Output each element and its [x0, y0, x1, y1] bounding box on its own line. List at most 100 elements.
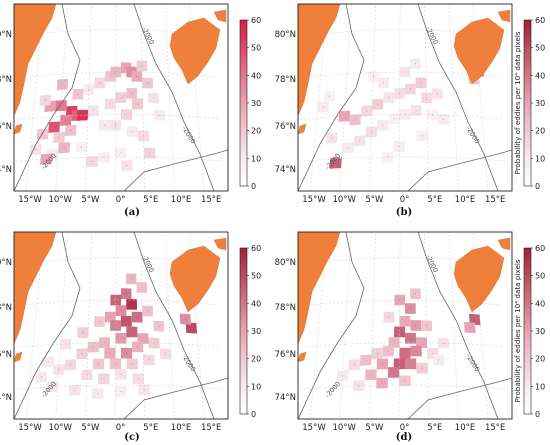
colorbar-tick-label: 10 — [251, 382, 261, 391]
graticule-parallel — [25, 257, 212, 264]
eddy-dot — [415, 325, 417, 327]
eddy-dot — [359, 140, 361, 142]
eddy-dot — [120, 373, 122, 375]
eddy-dot — [474, 319, 476, 320]
eddy-dot — [131, 363, 133, 365]
colorbar-tick-label: 40 — [535, 71, 545, 80]
lat-tick-label: 76°N — [275, 350, 296, 360]
graticule-parallel — [309, 257, 496, 264]
eddy-dot — [53, 126, 55, 128]
eddy-dot — [347, 147, 349, 149]
bathymetry-contour — [298, 4, 365, 191]
eddy-dot — [420, 82, 422, 84]
eddy-dot — [399, 299, 401, 301]
eddy-dot — [69, 364, 71, 366]
eddy-dot — [109, 352, 111, 354]
eddy-dot — [409, 88, 411, 90]
coastal-island — [298, 351, 307, 363]
eddy-dot — [366, 110, 368, 112]
graticule-parallel — [16, 342, 221, 348]
eddy-dot — [382, 363, 383, 365]
lat-tick-label: 80°N — [275, 30, 296, 40]
lon-tick-label: 10°E — [455, 195, 475, 205]
panel-label: (d) — [396, 432, 412, 443]
eddy-dot — [148, 359, 150, 361]
eddy-dot — [70, 130, 72, 131]
eddy-dot — [421, 367, 423, 369]
eddy-dot — [120, 337, 122, 339]
eddy-dot — [137, 346, 139, 348]
colorbar — [239, 247, 248, 415]
greenland-landmass — [14, 4, 57, 117]
map-area: -2000-2000-2000 — [298, 232, 512, 419]
eddy-dot — [184, 318, 186, 320]
eddy-dot — [372, 76, 374, 78]
bathymetry-contour — [123, 377, 228, 419]
eddy-dot — [91, 161, 93, 163]
colorbar-tick-label: 10 — [251, 154, 261, 163]
lat-tick-label: 74°N — [275, 165, 296, 175]
lon-tick-label: 5°E — [143, 195, 158, 205]
eddy-dot — [99, 321, 100, 322]
svalbard-island — [213, 9, 227, 23]
coastal-island — [14, 351, 23, 363]
bathymetry-contour — [133, 4, 215, 191]
lat-tick-label: 78°N — [275, 303, 296, 313]
lon-tick-label: 0° — [400, 195, 410, 205]
eddy-dot — [143, 389, 145, 390]
bathymetry-contour — [417, 4, 499, 191]
eddy-dot — [103, 378, 105, 380]
eddy-dot — [49, 105, 51, 107]
eddy-dot — [136, 316, 138, 318]
eddy-dot — [381, 382, 383, 384]
eddy-dot — [126, 114, 127, 115]
eddy-dot — [136, 75, 138, 77]
graticule-parallel — [20, 299, 216, 306]
bathymetry-contour — [123, 149, 228, 191]
eddy-dot — [399, 331, 401, 333]
eddy-dot — [82, 114, 83, 116]
eddy-dot — [125, 293, 127, 295]
map-area: -2000-2000-2000 — [298, 4, 512, 191]
svalbard-landmass — [169, 17, 221, 85]
bathymetry-contour — [407, 149, 512, 191]
eddy-dot — [376, 353, 378, 354]
greenland-landmass — [298, 232, 341, 345]
lon-tick-label: 10°W — [48, 195, 72, 205]
colorbar-tick-label: 50 — [535, 44, 545, 53]
lat-tick-label: 76°N — [0, 350, 12, 360]
lon-tick-label: 5°W — [365, 195, 384, 205]
lon-tick-label: 0° — [400, 423, 410, 433]
colorbar-tick-label: 20 — [251, 127, 261, 136]
graticule-parallel — [300, 114, 505, 120]
lat-tick-label: 80°N — [275, 258, 296, 268]
bathymetry-contour — [133, 232, 215, 419]
eddy-dot — [190, 327, 192, 329]
lat-tick-label: 74°N — [275, 393, 296, 403]
map-frame — [297, 3, 513, 192]
bathymetry-contour — [298, 232, 365, 419]
lon-tick-label: 10°W — [332, 423, 356, 433]
colorbar-tick-label: 50 — [535, 272, 545, 281]
lon-tick-label: 5°W — [81, 423, 100, 433]
colorbar — [523, 19, 532, 187]
eddy-dot — [97, 393, 99, 395]
eddy-dot — [120, 152, 122, 154]
greenland-landmass — [298, 4, 341, 117]
colorbar-tick-label: 10 — [535, 154, 545, 163]
colorbar-tick-label: 0 — [535, 182, 540, 191]
eddy-dot — [393, 371, 395, 373]
colorbar-tick-label: 60 — [535, 244, 545, 253]
eddy-dot — [438, 359, 440, 361]
svalbard-island — [497, 237, 511, 251]
eddy-dot — [410, 363, 412, 365]
eddy-dot — [109, 316, 111, 318]
bathymetry-contour — [14, 4, 81, 191]
graticule-parallel — [304, 71, 500, 78]
eddy-dot — [126, 352, 128, 354]
eddy-dot — [149, 152, 151, 154]
eddy-dot — [432, 353, 434, 354]
